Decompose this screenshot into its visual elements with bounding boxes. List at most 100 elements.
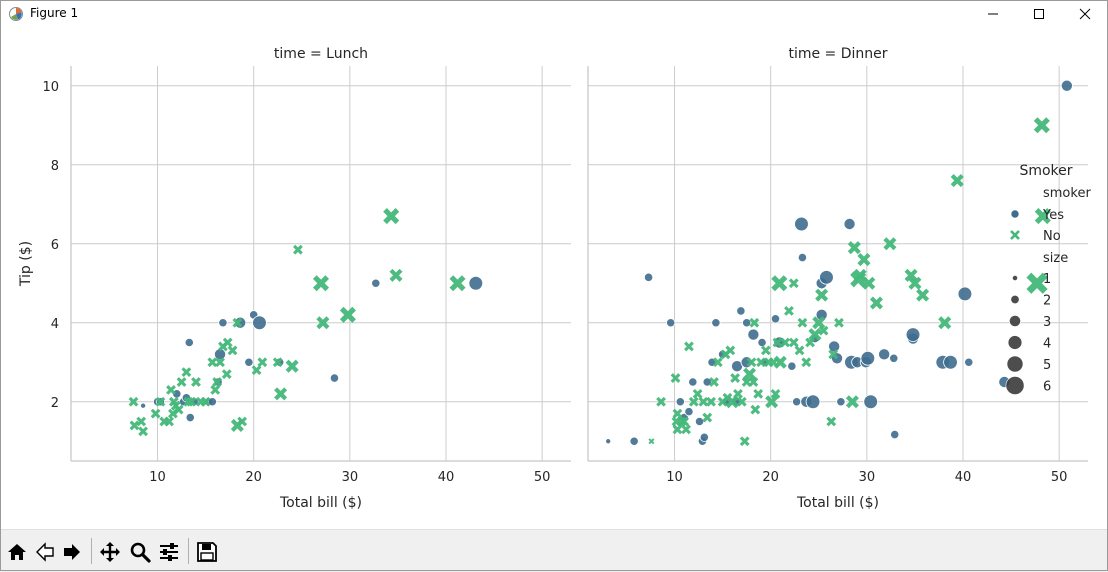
point-smoker-yes — [711, 318, 721, 328]
point-smoker-yes — [244, 357, 254, 367]
y-tick-label: 6 — [51, 238, 59, 253]
point-smoker-no — [210, 385, 221, 395]
point-smoker-no — [748, 377, 759, 387]
point-smoker-yes — [329, 373, 340, 383]
point-smoker-no — [383, 208, 400, 225]
point-smoker-no — [207, 357, 218, 368]
save-button[interactable] — [195, 540, 219, 564]
point-smoker-no — [692, 388, 703, 399]
point-smoker-no — [449, 275, 466, 292]
close-button[interactable] — [1062, 0, 1108, 28]
back-arrow-icon — [36, 542, 54, 562]
point-smoker-no — [756, 357, 766, 368]
point-smoker-no — [826, 416, 837, 427]
point-smoker-yes — [957, 286, 973, 302]
point-smoker-no — [136, 416, 147, 427]
point-smoker-no — [706, 396, 716, 407]
point-smoker-yes — [185, 412, 195, 423]
point-smoker-no — [164, 416, 174, 427]
facet-scatter-chart: 10 20 30 40 50 2 4 6 8 10 time = Lunch Total bill (… — [18, 46, 1091, 511]
point-smoker-yes — [792, 397, 802, 407]
point-smoker-no — [679, 416, 690, 427]
point-smoker-no — [688, 396, 699, 407]
back-button[interactable] — [33, 540, 57, 564]
point-smoker-yes — [218, 318, 228, 328]
figure-canvas[interactable]: 10 20 30 40 50 2 4 6 8 10 time = Lunch Total bill (… — [0, 28, 1108, 529]
legend-size-label: 5 — [1043, 358, 1051, 373]
point-smoker-no — [173, 404, 184, 415]
point-smoker-no — [648, 438, 655, 445]
point-smoker-no — [808, 328, 822, 342]
sliders-icon — [160, 543, 178, 561]
point-smoker-yes — [742, 318, 752, 328]
point-smoker-no — [672, 408, 683, 419]
x-tick-label: 40 — [438, 470, 455, 485]
navigation-toolbar — [0, 529, 1108, 572]
zoom-icon — [130, 542, 151, 563]
point-smoker-no — [828, 349, 839, 360]
legend-size-label: 6 — [1043, 380, 1051, 395]
point-smoker-yes — [863, 394, 878, 410]
close-icon — [1079, 8, 1091, 20]
point-smoker-yes — [643, 272, 654, 282]
maximize-button[interactable] — [1016, 0, 1062, 28]
configure-subplots-button[interactable] — [157, 540, 181, 564]
point-smoker-no — [166, 385, 176, 395]
point-smoker-no — [212, 377, 223, 387]
point-smoker-no — [293, 244, 303, 255]
legend-size-label: 3 — [1043, 315, 1051, 330]
point-smoker-no — [916, 288, 930, 302]
pan-button[interactable] — [98, 540, 122, 564]
x-tick-label: 50 — [534, 470, 551, 485]
point-smoker-no — [389, 268, 403, 282]
legend-title: Smoker — [1019, 163, 1072, 179]
point-smoker-no — [771, 275, 788, 292]
legend-size-label: 4 — [1043, 337, 1051, 352]
zoom-button[interactable] — [128, 540, 152, 564]
point-smoker-yes — [905, 327, 921, 342]
point-smoker-no — [272, 357, 283, 368]
point-smoker-yes — [1060, 79, 1073, 92]
legend-size-label: 1 — [1043, 272, 1051, 287]
save-icon — [197, 542, 217, 562]
point-smoker-no — [753, 388, 764, 399]
home-button[interactable] — [5, 540, 29, 564]
point-smoker-no — [128, 396, 139, 407]
point-smoker-no — [656, 396, 666, 407]
point-smoker-no — [788, 278, 799, 289]
point-smoker-no — [681, 424, 691, 435]
legend-marker-yes — [1010, 209, 1020, 219]
point-smoker-yes — [770, 314, 781, 324]
point-smoker-yes — [943, 354, 958, 370]
legend-size-marker — [1009, 315, 1021, 327]
point-smoker-no — [794, 345, 805, 356]
point-smoker-no — [797, 317, 808, 328]
point-smoker-yes — [234, 316, 247, 329]
point-smoker-yes — [702, 377, 712, 387]
point-smoker-no — [908, 276, 922, 290]
point-smoker-yes — [843, 217, 856, 230]
point-smoker-no — [702, 412, 713, 423]
x-tick-label: 30 — [342, 470, 359, 485]
point-smoker-no — [834, 317, 844, 328]
x-tick-label: 20 — [762, 470, 779, 485]
x-tick-label: 50 — [1051, 470, 1068, 485]
forward-button[interactable] — [60, 540, 84, 564]
x-tick-label: 10 — [149, 470, 166, 485]
home-icon — [8, 544, 26, 560]
point-smoker-no — [845, 395, 859, 409]
point-smoker-yes — [797, 252, 808, 263]
point-smoker-no — [772, 337, 783, 348]
point-smoker-no — [770, 388, 781, 399]
point-smoker-no — [784, 306, 794, 316]
legend-size-marker — [1012, 275, 1018, 281]
point-smoker-no — [725, 345, 736, 356]
window-title: Figure 1 — [30, 6, 79, 20]
point-smoker-yes — [878, 348, 891, 361]
minimize-button[interactable] — [970, 0, 1016, 28]
point-smoker-no — [339, 306, 356, 323]
point-smoker-yes — [889, 353, 899, 363]
point-smoker-no — [709, 377, 719, 387]
legend-size-marker — [1006, 355, 1024, 373]
point-smoker-no — [736, 396, 747, 407]
